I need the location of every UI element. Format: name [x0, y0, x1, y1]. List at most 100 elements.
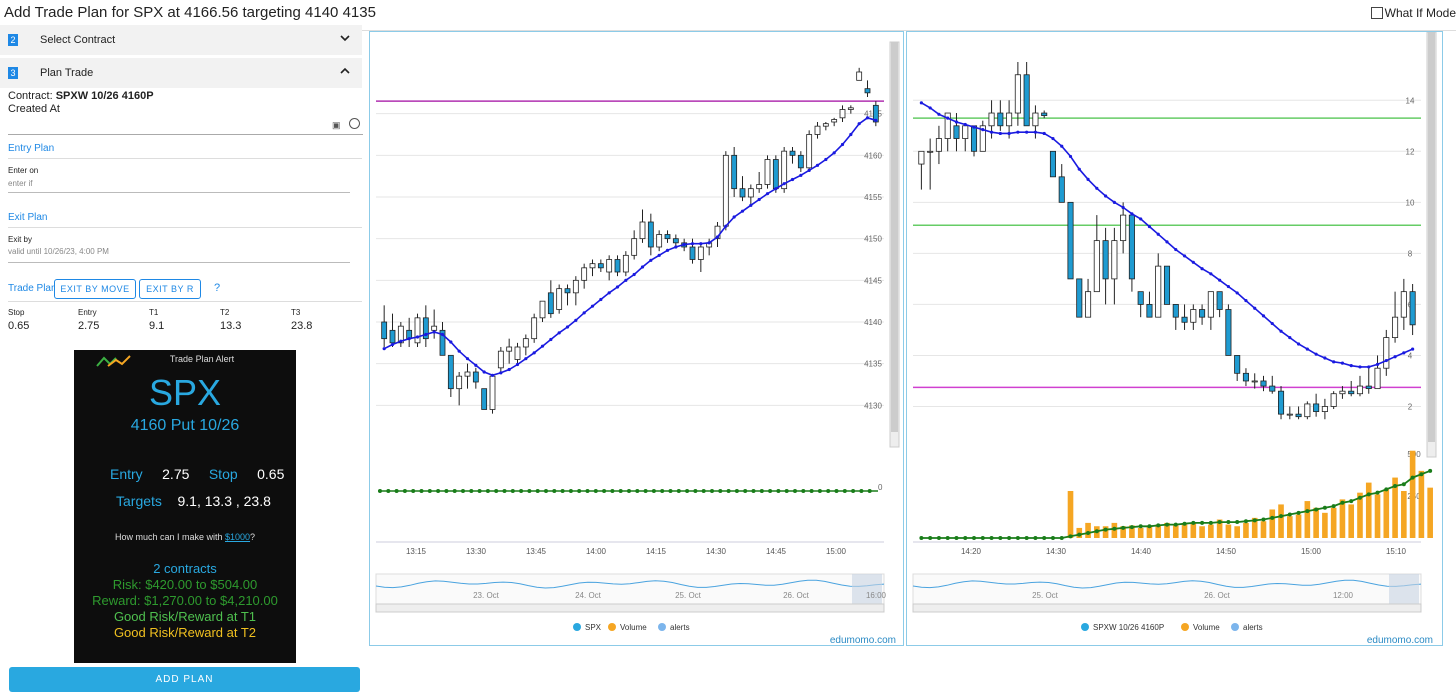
volume-bar: [1234, 526, 1240, 538]
t3-value[interactable]: 23.8: [291, 320, 313, 332]
candle-body: [539, 300, 546, 319]
table-header-entry: Entry: [78, 308, 97, 317]
candle-body: [1172, 304, 1179, 318]
indicator-point: [867, 489, 872, 493]
stop-value[interactable]: 0.65: [8, 320, 30, 332]
indicator-point: [452, 489, 457, 493]
x-tick-label: 14:20: [961, 547, 982, 556]
navigator-scrollbar: [912, 603, 1422, 613]
candle-body: [1014, 74, 1021, 114]
chevron-down-icon[interactable]: [340, 33, 350, 43]
volume-ma-point: [1322, 505, 1327, 510]
moving-average-point: [849, 132, 853, 137]
moving-average-point: [1182, 254, 1187, 258]
moving-average-point: [607, 291, 611, 295]
t1-value[interactable]: 9.1: [149, 320, 165, 332]
spx-chart[interactable]: 4130413541404145415041554160416513:1513:…: [370, 32, 905, 647]
indicator-point: [859, 489, 864, 493]
moving-average-point: [1358, 365, 1362, 369]
moving-average-point: [1384, 358, 1388, 363]
volume-bar: [1243, 522, 1249, 538]
volume-ma-point: [919, 536, 924, 540]
volume-ma-point: [954, 536, 959, 540]
candle-body: [1383, 337, 1390, 369]
calendar-icon[interactable]: ▣: [332, 120, 341, 130]
moving-average-point: [989, 130, 994, 134]
volume-ma-point: [1349, 499, 1354, 504]
moving-average-point: [1226, 284, 1231, 289]
x-tick-label: 14:50: [1216, 547, 1237, 556]
divider: [8, 227, 362, 228]
how-much-link[interactable]: $1000: [225, 532, 251, 542]
step-plan-trade[interactable]: 3 Plan Trade: [0, 58, 362, 88]
add-plan-button[interactable]: ADD PLAN: [9, 667, 360, 692]
clock-icon[interactable]: [349, 118, 360, 129]
volume-bar: [1278, 504, 1284, 538]
volume-ma-point: [1173, 522, 1178, 527]
volume-bar: [1260, 521, 1267, 538]
alert-entry-stop-row: Entry 2.75 Stop 0.65: [110, 466, 284, 482]
candle-body: [381, 321, 388, 340]
moving-average-point: [474, 363, 478, 367]
candle-body: [397, 325, 404, 344]
candle-body: [1128, 214, 1135, 280]
indicator-point: [593, 489, 598, 493]
table-header-t2: T2: [220, 308, 230, 317]
indicator-point: [477, 489, 482, 493]
candle-body: [572, 279, 579, 294]
volume-ma-point: [1235, 520, 1240, 525]
navigator-label: 26. Oct: [1204, 591, 1231, 600]
moving-average-point: [1296, 342, 1301, 346]
candle-body: [1181, 316, 1188, 323]
moving-average-point: [1121, 205, 1125, 210]
step-select-contract[interactable]: 2 Select Contract: [0, 25, 362, 55]
candle-body: [731, 154, 738, 190]
y-tick-label: 8: [1408, 249, 1413, 258]
moving-average-point: [465, 357, 470, 361]
candle-body: [564, 288, 571, 294]
volume-ma-point: [1331, 504, 1336, 509]
what-if-mode-toggle[interactable]: What If Mode: [1370, 6, 1456, 20]
candle-body: [1286, 413, 1293, 416]
entry-value[interactable]: 2.75: [78, 320, 100, 332]
candle-body: [789, 150, 796, 156]
indicator-point: [809, 489, 814, 493]
candle-body: [689, 246, 696, 260]
alert-targets-row: Targets 9.1, 13.3 , 23.8: [116, 493, 271, 509]
option-chart[interactable]: 246810121414:2014:3014:4014:5015:0015:10…: [907, 31, 1444, 647]
x-tick-label: 14:30: [706, 547, 727, 556]
good-rr-t1: Good Risk/Reward at T1: [113, 609, 257, 624]
moving-average-point: [574, 318, 578, 322]
moving-average-point: [1375, 362, 1380, 366]
moving-average-point: [824, 157, 828, 162]
exit-by-input[interactable]: valid until 10/26/23, 4:00 PM: [8, 247, 109, 256]
help-link[interactable]: ?: [214, 282, 221, 294]
candle-body: [1313, 403, 1320, 412]
candle-body: [1076, 278, 1083, 318]
moving-average-point: [1095, 186, 1099, 190]
candle-body: [414, 317, 421, 344]
created-at-input[interactable]: [8, 134, 363, 135]
exit-by-r-button[interactable]: EXIT BY R: [139, 279, 201, 299]
volume-ma-point: [1015, 536, 1020, 540]
moving-average-point: [1305, 347, 1309, 351]
candle-body: [422, 317, 429, 340]
exit-by-move-button[interactable]: EXIT BY MOVE: [54, 279, 136, 299]
chevron-up-icon[interactable]: [340, 66, 350, 76]
indicator-point: [801, 489, 806, 493]
enter-on-input[interactable]: enter if: [8, 179, 33, 188]
what-if-checkbox[interactable]: [1370, 7, 1383, 19]
candle-body: [672, 238, 679, 244]
candle-body: [481, 388, 488, 410]
candle-body: [531, 317, 538, 340]
moving-average-point: [1209, 272, 1213, 276]
enter-on-label: Enter on: [8, 166, 39, 175]
candle-body: [822, 123, 829, 127]
entry-label: Entry: [110, 466, 143, 482]
volume-bar: [1172, 525, 1179, 538]
candle-body: [1041, 112, 1048, 116]
volume-ma-point: [1129, 525, 1134, 530]
t2-value[interactable]: 13.3: [220, 320, 242, 332]
volume-ma-point: [1068, 534, 1073, 539]
moving-average-point: [1007, 131, 1011, 136]
